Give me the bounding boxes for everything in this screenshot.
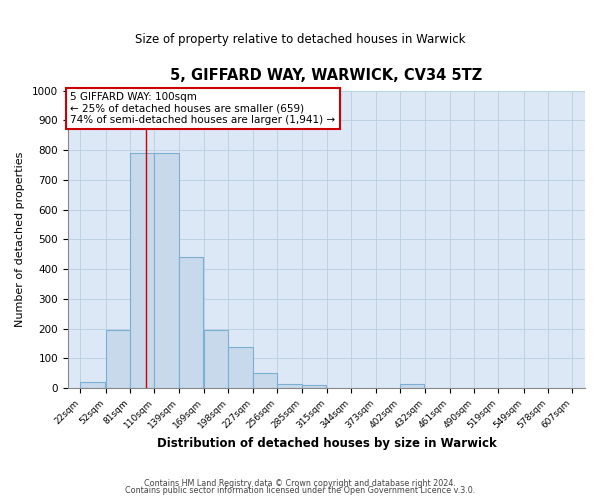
- Bar: [106, 330, 130, 388]
- Bar: [80, 382, 105, 388]
- Text: 5 GIFFARD WAY: 100sqm
← 25% of detached houses are smaller (659)
74% of semi-det: 5 GIFFARD WAY: 100sqm ← 25% of detached …: [70, 92, 335, 126]
- Bar: [400, 384, 424, 388]
- Bar: [204, 330, 229, 388]
- Text: Size of property relative to detached houses in Warwick: Size of property relative to detached ho…: [135, 32, 465, 46]
- Bar: [130, 153, 154, 388]
- Bar: [253, 374, 277, 388]
- X-axis label: Distribution of detached houses by size in Warwick: Distribution of detached houses by size …: [157, 437, 496, 450]
- Title: 5, GIFFARD WAY, WARWICK, CV34 5TZ: 5, GIFFARD WAY, WARWICK, CV34 5TZ: [170, 68, 482, 82]
- Bar: [302, 386, 326, 388]
- Text: Contains public sector information licensed under the Open Government Licence v.: Contains public sector information licen…: [125, 486, 475, 495]
- Bar: [179, 258, 203, 388]
- Y-axis label: Number of detached properties: Number of detached properties: [15, 152, 25, 327]
- Text: Contains HM Land Registry data © Crown copyright and database right 2024.: Contains HM Land Registry data © Crown c…: [144, 478, 456, 488]
- Bar: [154, 153, 179, 388]
- Bar: [277, 384, 302, 388]
- Bar: [229, 346, 253, 388]
